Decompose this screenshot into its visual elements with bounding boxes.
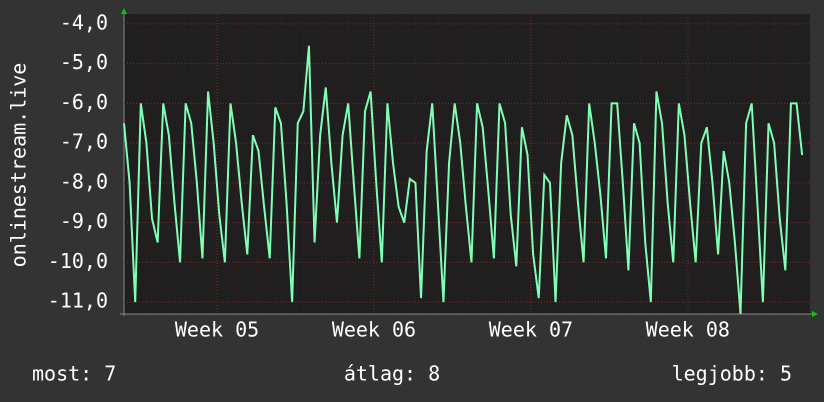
- footer-average: átlag: 8: [344, 362, 440, 386]
- y-axis-label: onlinestream.live: [7, 63, 31, 268]
- y-tick-label: -9,0: [60, 209, 108, 233]
- minor-grid: [124, 14, 810, 314]
- x-tick-label: Week 06: [332, 318, 416, 342]
- y-tick-label: -6,0: [60, 90, 108, 114]
- y-tick-label: -5,0: [60, 50, 108, 74]
- footer-current: most: 7: [32, 362, 116, 386]
- y-tick-label: -4,0: [60, 10, 108, 34]
- y-tick-label: -8,0: [60, 169, 108, 193]
- y-arrow: [121, 8, 127, 14]
- x-tick-label: Week 07: [489, 318, 573, 342]
- data-line: [123, 45, 804, 315]
- x-arrow: [812, 311, 818, 317]
- y-tick-label: -10,0: [48, 249, 108, 273]
- footer-best: legjobb: 5: [672, 362, 792, 386]
- x-tick-label: Week 05: [175, 318, 259, 342]
- x-tick-label: Week 08: [646, 318, 730, 342]
- y-tick-label: -11,0: [48, 289, 108, 313]
- y-tick-label: -7,0: [60, 130, 108, 154]
